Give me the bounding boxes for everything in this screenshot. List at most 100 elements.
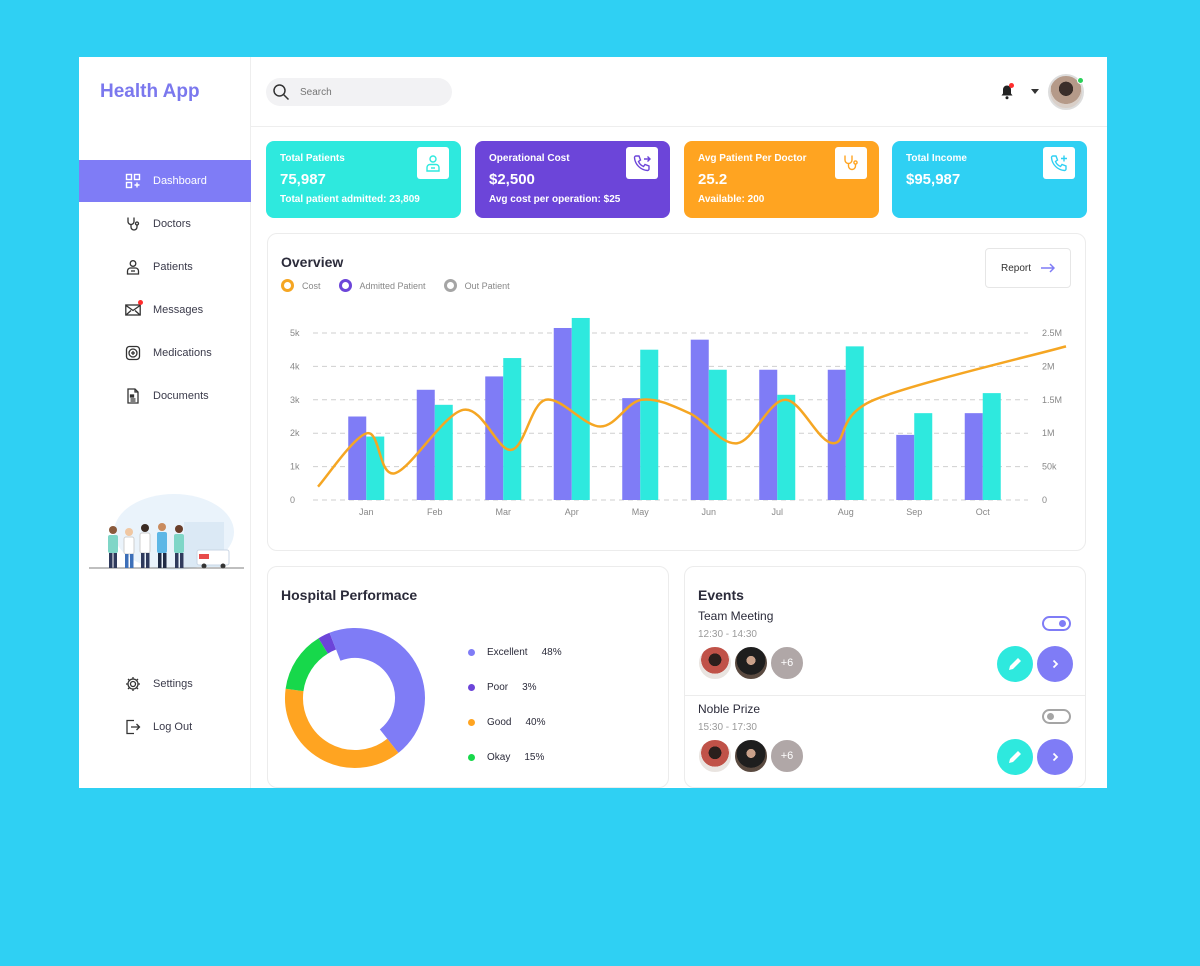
mail-icon	[125, 300, 143, 318]
open-event-button[interactable]	[1037, 739, 1073, 775]
sidebar-item-doctors[interactable]: Doctors	[79, 203, 251, 245]
y-tick-label-right: 2M	[1042, 361, 1055, 371]
sidebar-item-label: Log Out	[153, 721, 193, 733]
report-button[interactable]: Report	[985, 248, 1071, 288]
bar-admitted	[827, 369, 846, 500]
attendee-avatar[interactable]	[697, 645, 733, 681]
legend-item-admitted[interactable]: Admitted Patient	[338, 279, 426, 292]
card-value: 25.2	[698, 171, 728, 188]
events-title: Events	[698, 587, 744, 603]
sidebar-item-patients[interactable]: Patients	[79, 246, 251, 288]
attendee-avatar[interactable]	[697, 738, 733, 774]
legend-item-cost[interactable]: Cost	[281, 279, 321, 292]
y-tick-label-left: 1k	[290, 462, 300, 472]
performance-item-good: Good 40%	[468, 705, 562, 740]
bar-out-patient	[640, 349, 659, 500]
event-title: Team Meeting	[698, 609, 774, 623]
attendee-avatar[interactable]	[733, 738, 769, 774]
edit-event-button[interactable]	[997, 646, 1033, 682]
x-tick-label: Jan	[359, 507, 374, 517]
patient-card-icon	[417, 147, 449, 179]
x-tick-label: Sep	[906, 507, 922, 517]
stat-card-operational-cost[interactable]: Operational Cost $2,500 Avg cost per ope…	[475, 141, 670, 218]
report-label: Report	[1000, 262, 1031, 274]
open-event-button[interactable]	[1037, 646, 1073, 682]
sidebar-item-settings[interactable]: Settings	[79, 663, 251, 705]
chevron-right-icon	[1052, 752, 1059, 762]
bar-out-patient	[366, 436, 385, 500]
stat-card-total-patients[interactable]: Total Patients 75,987 Total patient admi…	[266, 141, 461, 218]
y-tick-label-right: 0	[1042, 495, 1047, 505]
performance-item-okay: Okay 15%	[468, 740, 562, 775]
bar-out-patient	[914, 413, 933, 500]
legend-dot	[468, 719, 475, 726]
card-subtext: Available: 200	[698, 194, 765, 205]
legend-label: Out Patient	[464, 280, 510, 291]
bar-out-patient	[845, 346, 864, 500]
pencil-icon	[1009, 658, 1021, 670]
phone-plus-icon	[1043, 147, 1075, 179]
toggle-knob	[1047, 713, 1054, 720]
event-toggle[interactable]	[1042, 616, 1071, 631]
hospital-performance-panel: Hospital Performace Excellent 48% Poor 3…	[267, 566, 669, 788]
y-tick-label-right: 50k	[1042, 462, 1057, 472]
y-tick-label-left: 5k	[290, 328, 300, 338]
sidebar-item-documents[interactable]: Documents	[79, 375, 251, 417]
y-tick-label-left: 3k	[290, 395, 300, 405]
event-time: 12:30 - 14:30	[698, 629, 757, 640]
legend-label: Cost	[302, 280, 321, 291]
sidebar-item-logout[interactable]: Log Out	[79, 706, 251, 748]
performance-legend: Excellent 48% Poor 3% Good 40% Okay 15%	[468, 635, 562, 775]
x-tick-label: Mar	[496, 507, 512, 517]
stat-card-avg-patient-per-doctor[interactable]: Avg Patient Per Doctor 25.2 Available: 2…	[684, 141, 879, 218]
legend-dot	[468, 684, 475, 691]
legend-item-out-patient[interactable]: Out Patient	[443, 279, 510, 292]
legend-dot	[468, 754, 475, 761]
attendee-avatar[interactable]	[733, 645, 769, 681]
notification-bell-icon[interactable]	[999, 84, 1015, 100]
performance-label: Okay	[487, 752, 511, 763]
y-tick-label-left: 4k	[290, 361, 300, 371]
phone-forward-icon	[626, 147, 658, 179]
app-logo: Health App	[100, 81, 200, 102]
sidebar-item-label: Doctors	[153, 218, 191, 230]
card-label: Avg Patient Per Doctor	[698, 153, 807, 164]
search-icon	[273, 84, 290, 101]
logout-icon	[125, 719, 141, 735]
performance-label: Poor	[487, 682, 509, 693]
card-label: Total Income	[906, 153, 967, 164]
bar-out-patient	[777, 394, 796, 500]
performance-item-poor: Poor 3%	[468, 670, 562, 705]
edit-event-button[interactable]	[997, 739, 1033, 775]
y-tick-label-right: 1.5M	[1042, 395, 1062, 405]
event-item-noble-prize: Noble Prize 15:30 - 17:30 +6	[685, 702, 1085, 788]
search-input[interactable]	[300, 86, 440, 98]
search-bar[interactable]	[266, 78, 452, 106]
event-toggle[interactable]	[1042, 709, 1071, 724]
performance-item-excellent: Excellent 48%	[468, 635, 562, 670]
chevron-down-icon[interactable]	[1031, 89, 1039, 94]
overview-chart: 0 0 1k 50k 2k 1M 3k 1.5M 4k 2M 5k 2.5M Jan Feb Mar Apr M…	[290, 317, 1067, 517]
sidebar-item-label: Medications	[153, 347, 212, 359]
y-tick-label-left: 2k	[290, 428, 300, 438]
stethoscope-card-icon	[835, 147, 867, 179]
legend-dot	[468, 649, 475, 656]
bar-admitted	[964, 413, 983, 500]
more-attendees-badge[interactable]: +6	[769, 738, 805, 774]
bar-out-patient	[571, 317, 590, 500]
sidebar-item-messages[interactable]: Messages	[79, 289, 251, 331]
performance-value: 3%	[522, 682, 537, 693]
app-window: Health App Dashboard Doctors Patients M	[79, 57, 1107, 788]
sidebar-item-label: Settings	[153, 678, 193, 690]
sidebar: Health App Dashboard Doctors Patients M	[79, 57, 251, 788]
donut-slice-excellent	[329, 628, 425, 753]
sidebar-item-medications[interactable]: Medications	[79, 332, 251, 374]
card-subtext: Avg cost per operation: $25	[489, 194, 621, 205]
donut-slice-okay	[285, 638, 329, 692]
sidebar-item-dashboard[interactable]: Dashboard	[79, 160, 251, 202]
y-tick-label-right: 2.5M	[1042, 328, 1062, 338]
dashboard-icon	[125, 173, 141, 189]
stat-card-total-income[interactable]: Total Income $95,987	[892, 141, 1087, 218]
more-attendees-badge[interactable]: +6	[769, 645, 805, 681]
patient-icon	[125, 259, 141, 275]
